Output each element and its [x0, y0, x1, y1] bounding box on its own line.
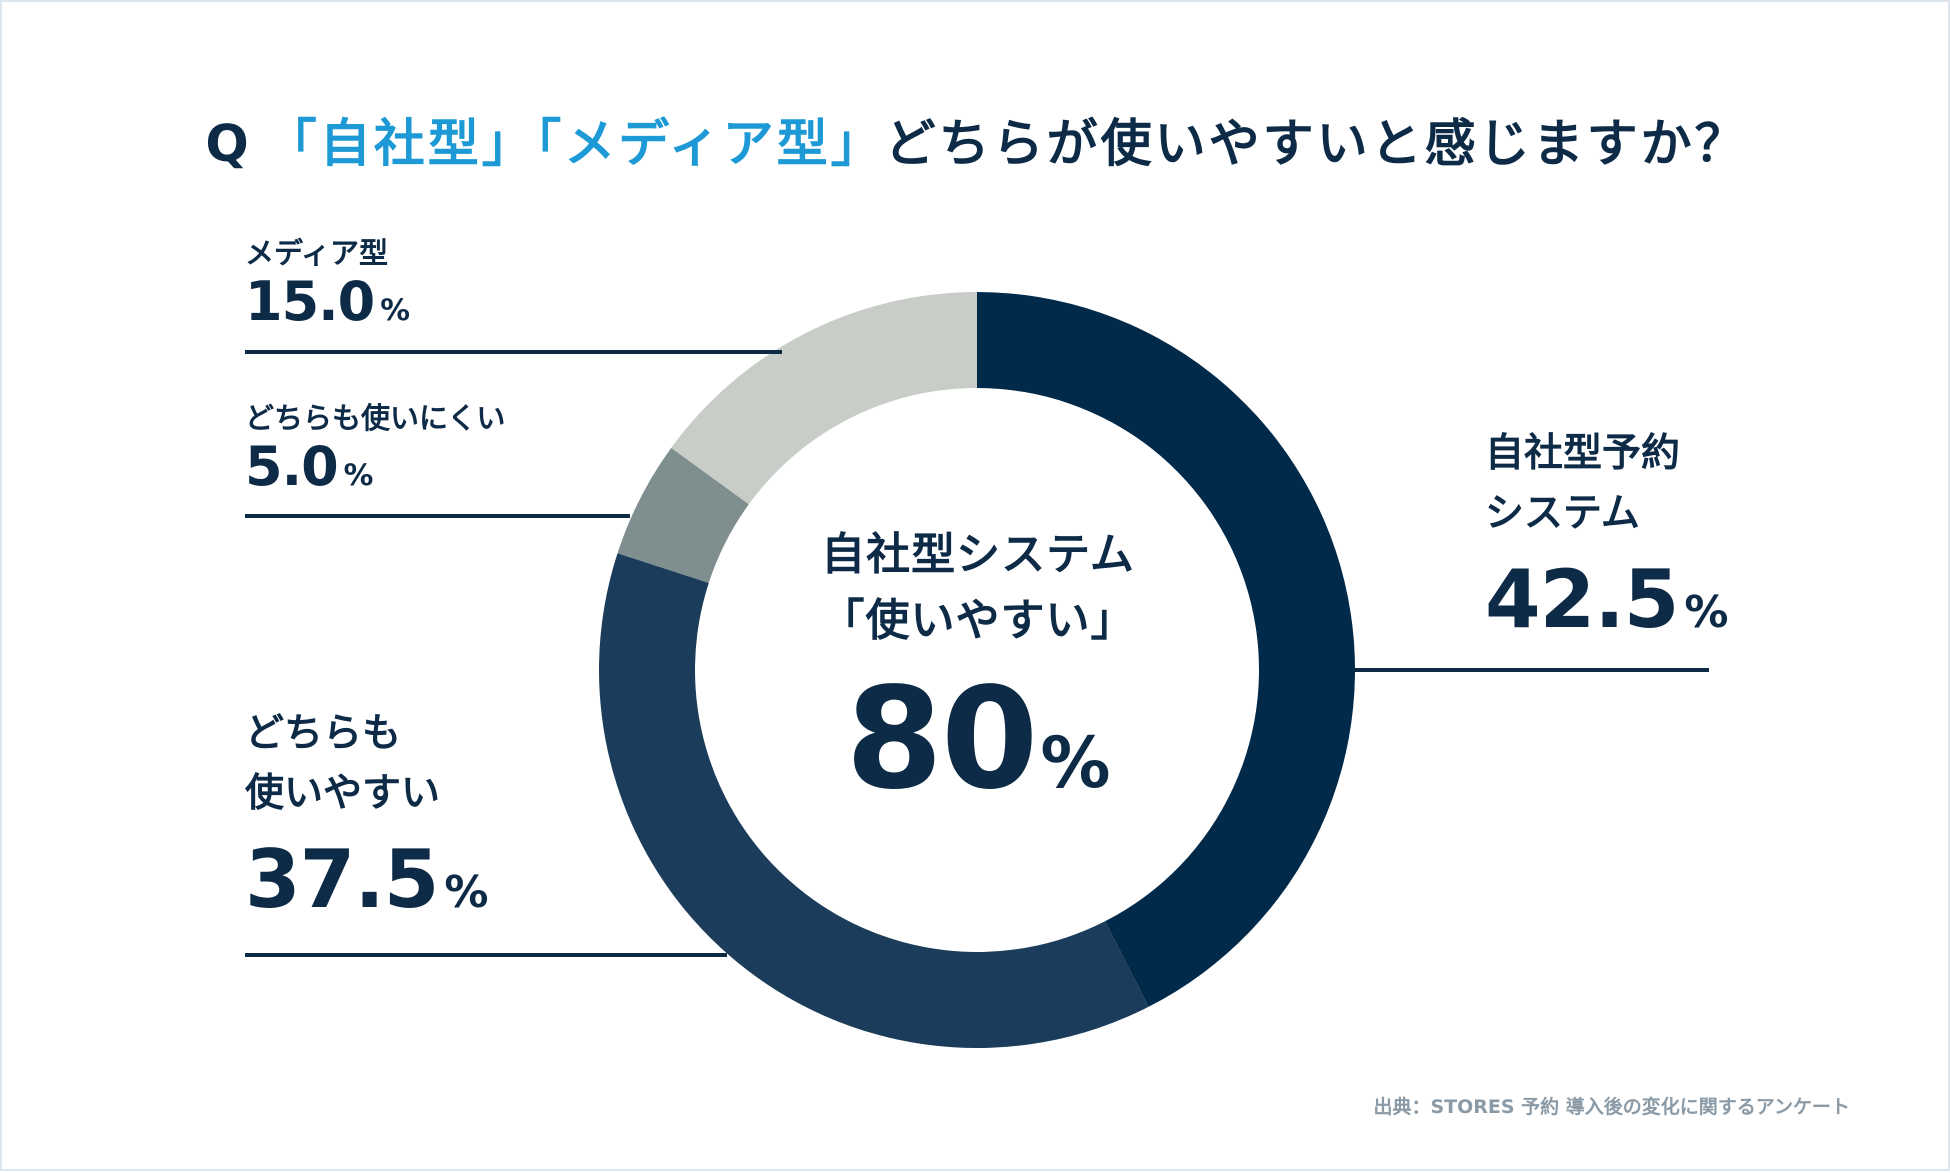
label-neither-easy-value: 5.0%: [245, 436, 505, 507]
label-own-system-number: 42.5: [1485, 553, 1679, 646]
label-media-type-number: 15.0: [245, 270, 375, 333]
center-line1: 自社型システム: [821, 529, 1135, 580]
label-neither-easy-unit: %: [343, 458, 374, 493]
chart-title: Q 「自社型」「メディア型」どちらが使いやすいと感じますか？: [2, 102, 1950, 176]
label-both-easy-name: どちらも 使いやすい: [245, 711, 441, 816]
donut-center: 自社型システム 「使いやすい」 80%: [788, 522, 1168, 843]
center-line2: 「使いやすい」: [820, 595, 1136, 646]
label-both-easy-number: 37.5: [245, 833, 439, 926]
donut-slice-media-type: [671, 292, 977, 505]
label-both-easy: どちらも 使いやすい 37.5%: [245, 704, 488, 943]
label-own-system-unit: %: [1684, 587, 1729, 638]
donut-slice-neither-easy: [617, 447, 749, 583]
source-note: 出典：STORES 予約 導入後の変化に関するアンケート: [1373, 1096, 1850, 1118]
label-media-type-unit: %: [380, 293, 410, 328]
donut-slice-both-easy: [598, 553, 1149, 1048]
label-neither-easy-number: 5.0: [245, 435, 339, 498]
label-neither-easy: どちらも使いにくい 5.0%: [245, 400, 505, 507]
center-unit: %: [1040, 722, 1111, 804]
label-own-system: 自社型予約 システム 42.5%: [1485, 424, 1728, 663]
title-rest: どちらが使いやすいと感じますか？: [884, 115, 1749, 174]
label-media-type-name: メディア型: [245, 236, 388, 270]
label-both-easy-value: 37.5%: [245, 830, 488, 943]
label-neither-easy-name: どちらも使いにくい: [245, 401, 506, 435]
donut-slice-own-system: [977, 292, 1355, 1007]
label-media-type: メディア型 15.0%: [245, 235, 410, 342]
label-own-system-value: 42.5%: [1485, 550, 1728, 663]
center-number: 80: [845, 658, 1039, 821]
label-media-type-value: 15.0%: [245, 271, 410, 342]
title-highlight: 「自社型」「メディア型」: [265, 115, 885, 174]
title-q: Q: [205, 115, 252, 174]
center-value: 80%: [788, 660, 1168, 843]
label-both-easy-unit: %: [444, 867, 489, 918]
label-own-system-name: 自社型予約 システム: [1485, 431, 1681, 536]
